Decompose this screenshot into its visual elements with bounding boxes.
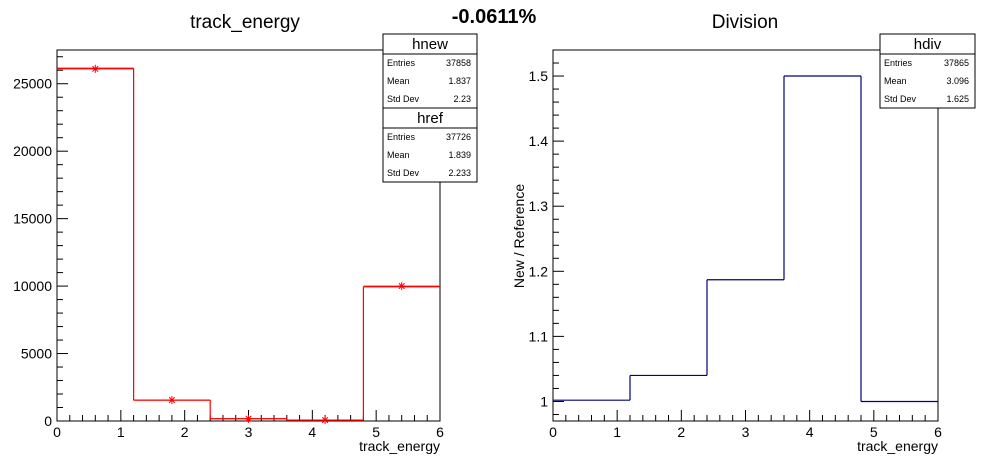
x-tick-label: 0 [549,424,557,440]
stats-box-title: hdiv [914,36,942,53]
y-tick-label: 1.1 [529,328,549,344]
stats-row-value: 1.837 [448,76,471,86]
stats-row-label: Mean [387,76,410,86]
stats-row-value: 37858 [446,58,471,68]
chart-title: Division [712,12,779,33]
stats-row-value: 37726 [446,132,471,142]
x-tick-label: 4 [308,424,316,440]
stats-row-value: 3.096 [946,76,969,86]
x-tick-label: 2 [677,424,685,440]
stats-row-label: Entries [884,58,913,68]
stats-row-label: Mean [387,150,410,160]
x-axis-title: track_energy [359,438,440,454]
x-tick-label: 1 [613,424,621,440]
y-tick-label: 15000 [13,211,52,227]
y-tick-label: 20000 [13,143,52,159]
x-tick-label: 1 [117,424,125,440]
y-tick-label: 5000 [21,346,52,362]
x-tick-label: 3 [742,424,750,440]
stats-row-label: Entries [387,58,416,68]
stats-box-frame [382,107,478,183]
stats-row-label: Std Dev [387,94,420,104]
chart-title: track_energy [190,12,300,33]
x-tick-label: 2 [181,424,189,440]
y-axis-title: New / Reference [511,184,527,288]
stats-row-label: Std Dev [884,94,917,104]
x-tick-label: 5 [372,424,380,440]
stats-box: hnew Entries 37858 Mean 1.837 Std Dev 2.23 [382,33,478,109]
stats-box-title: hnew [412,36,448,53]
y-tick-label: 1.2 [529,263,549,279]
y-tick-label: 1.3 [529,198,549,214]
energy-histogram-pad: track_energy 0 1 2 3 4 5 6 0 5000 10000 15000 20000 2… [13,12,478,454]
stats-row-label: Std Dev [387,168,420,178]
y-tick-label: 0 [44,413,52,429]
x-tick-label: 6 [436,424,444,440]
stats-row-label: Entries [387,132,416,142]
stats-box-frame [879,33,976,109]
y-tick-label: 1.4 [529,133,549,149]
stats-row-value: 37865 [944,58,969,68]
stats-row-value: 2.233 [448,168,471,178]
x-tick-label: 5 [870,424,878,440]
comparison-percentage: -0.0611% [452,6,537,28]
x-tick-label: 3 [245,424,253,440]
y-tick-label: 25000 [13,76,52,92]
y-tick-label: 1.5 [529,68,549,84]
y-tick-label: 1 [540,393,548,409]
stats-row-value: 1.625 [946,94,969,104]
x-tick-label: 6 [934,424,942,440]
stats-row-value: 1.839 [448,150,471,160]
stats-box-title: href [417,110,444,127]
stats-row-value: 2.23 [453,94,471,104]
y-tick-label: 10000 [13,278,52,294]
x-axis-title: track_energy [857,438,938,454]
x-tick-label: 0 [53,424,61,440]
stats-row-label: Mean [884,76,907,86]
stats-box-frame [382,33,478,109]
x-tick-label: 4 [806,424,814,440]
